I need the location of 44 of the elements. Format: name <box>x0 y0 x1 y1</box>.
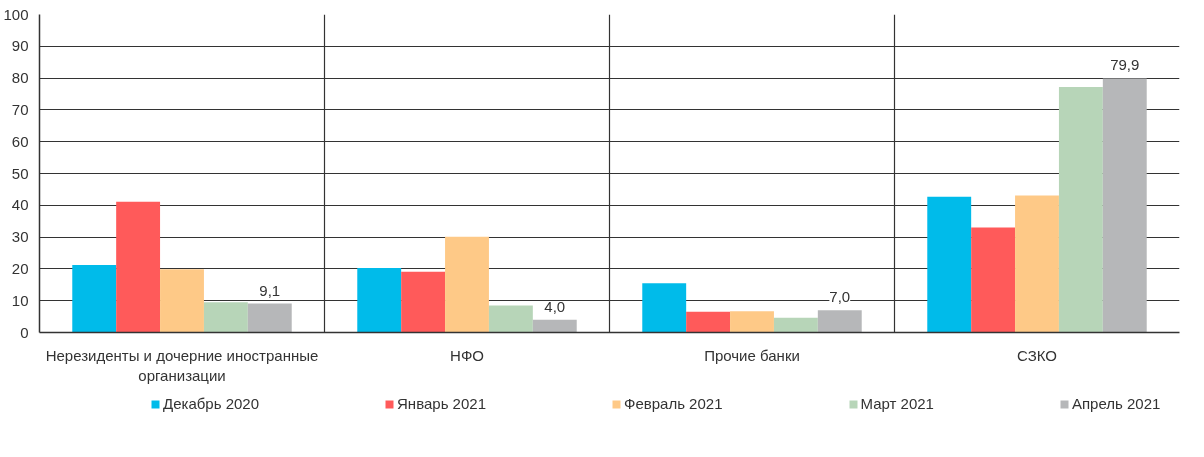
bar <box>1102 78 1147 333</box>
y-tick-label: 30 <box>11 228 29 246</box>
y-tick-label: 60 <box>11 132 29 150</box>
bar <box>401 271 446 333</box>
x-tick-label: СЗКО <box>1017 346 1057 364</box>
bar <box>445 236 489 333</box>
legend-label: Декабрь 2020 <box>163 395 260 412</box>
y-tick-label: 20 <box>11 259 29 277</box>
bar <box>1058 87 1103 333</box>
legend-label: Январь 2021 <box>397 395 486 412</box>
bar <box>116 201 161 333</box>
y-tick-label: 70 <box>11 100 29 118</box>
legend-label: Апрель 2021 <box>1071 395 1161 412</box>
bar <box>72 265 117 333</box>
legend-label: Февраль 2021 <box>623 395 723 412</box>
data-label: 4,0 <box>544 297 566 315</box>
x-tick-label: НФО <box>450 346 484 364</box>
x-tick-label: Нерезиденты и дочерние иностранные организации <box>45 346 319 384</box>
bar <box>1015 195 1059 333</box>
x-tick-label: Прочие банки <box>704 346 800 364</box>
bar <box>773 317 818 333</box>
y-tick-label: 80 <box>11 69 29 87</box>
y-tick-label: 100 <box>3 5 29 23</box>
bar <box>357 267 402 333</box>
y-tick-label: 10 <box>11 291 29 309</box>
bar <box>203 302 248 333</box>
bar <box>247 303 292 333</box>
bar <box>686 311 731 333</box>
legend-label: Март 2021 <box>860 395 934 412</box>
data-label: 79,9 <box>1110 56 1140 74</box>
data-label: 7,0 <box>829 288 851 306</box>
bar <box>927 196 972 333</box>
y-tick-label: 50 <box>11 164 29 182</box>
data-label: 9,1 <box>259 281 281 299</box>
bar <box>971 227 1016 333</box>
bar <box>642 283 687 333</box>
bar <box>730 311 774 333</box>
bar <box>488 305 533 333</box>
bar <box>160 269 204 333</box>
y-tick-label: 0 <box>20 323 29 341</box>
bar <box>817 310 862 333</box>
y-tick-label: 90 <box>11 37 29 55</box>
bar <box>532 319 577 333</box>
y-tick-label: 40 <box>11 196 29 214</box>
